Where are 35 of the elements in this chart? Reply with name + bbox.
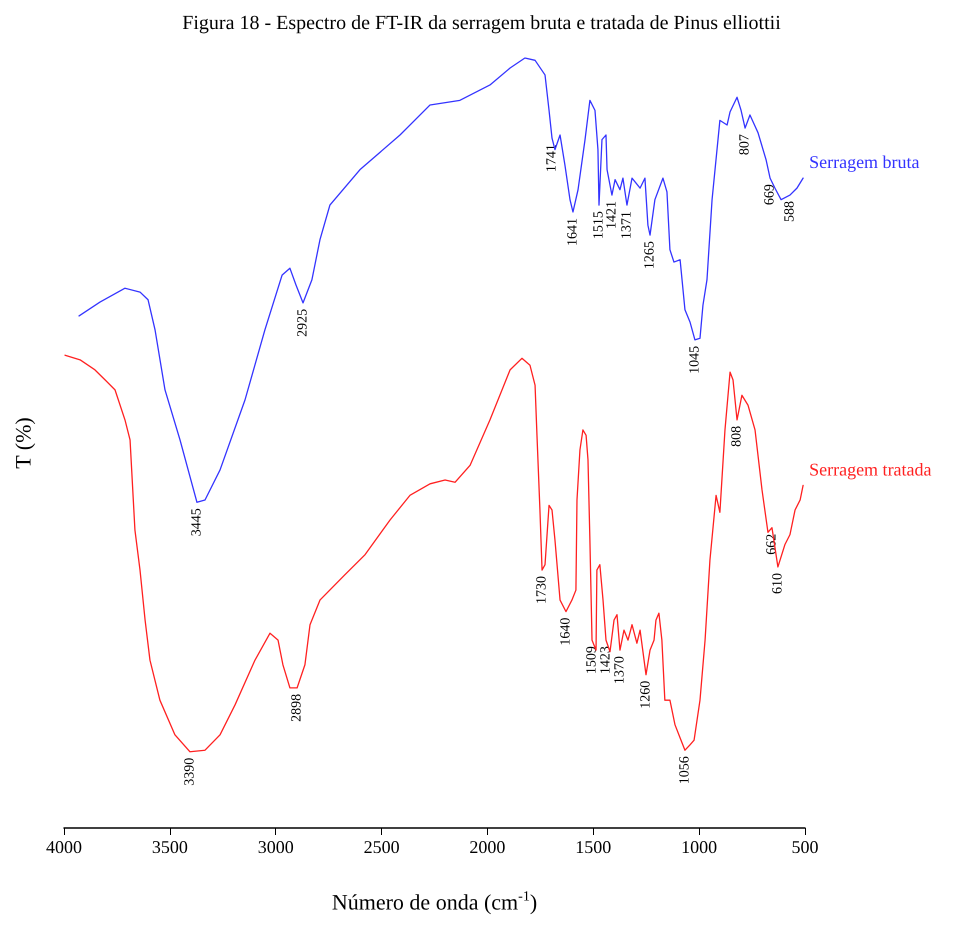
- x-tick-label: 500: [792, 837, 818, 857]
- chart-title: Figura 18 - Espectro de FT-IR da serragem bruta e tratada de Pinus elliottii: [182, 12, 782, 34]
- annotation: 1045: [687, 346, 702, 374]
- annotation: 1371: [619, 211, 634, 240]
- x-tick-label: 3000: [258, 837, 294, 857]
- annotation: 1421: [604, 201, 620, 230]
- x-tick-label: 3500: [152, 837, 188, 857]
- annotation: 3445: [189, 508, 204, 536]
- annotation: 2925: [296, 308, 311, 337]
- annotation: 1056: [677, 756, 692, 784]
- annotation: 808: [730, 426, 745, 447]
- x-tick-label: 1000: [681, 837, 718, 857]
- annotation: 1509: [584, 646, 600, 674]
- series-label: Serragem bruta: [809, 152, 920, 172]
- annotation: 1515: [592, 211, 606, 240]
- annotation: 1640: [558, 618, 574, 646]
- annotation: 3390: [182, 758, 198, 786]
- series-label: Serragem tratada: [809, 459, 932, 480]
- x-tick-label: 1500: [575, 837, 612, 857]
- annotation: 1265: [642, 241, 658, 270]
- annotation: 1370: [612, 656, 628, 684]
- annotation: 1260: [638, 680, 654, 709]
- annotation: 807: [738, 134, 753, 156]
- annotation: 2898: [290, 694, 305, 722]
- annotation: 1741: [544, 144, 560, 172]
- annotation: 588: [782, 201, 798, 222]
- annotation: 1641: [565, 218, 580, 246]
- annotation: 610: [770, 572, 786, 594]
- x-tick-label: 2500: [364, 837, 400, 857]
- x-tick-label: 4000: [46, 837, 82, 857]
- y-axis-title: T (%): [10, 417, 36, 469]
- x-tick-label: 2000: [469, 837, 506, 857]
- annotation: 1730: [534, 576, 550, 604]
- annotation: 669: [762, 184, 778, 206]
- annotation: 1423: [598, 646, 614, 674]
